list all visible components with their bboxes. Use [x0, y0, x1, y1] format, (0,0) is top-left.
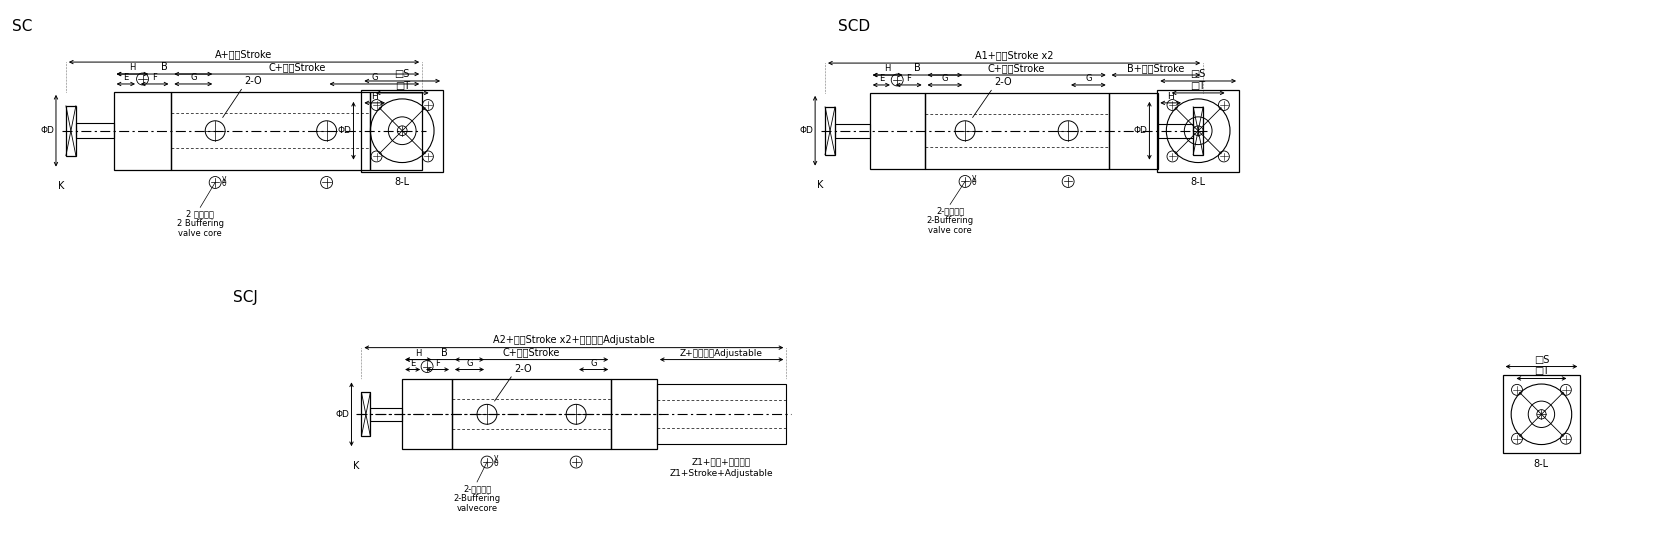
Text: F: F — [153, 73, 158, 82]
Text: K: K — [57, 182, 64, 191]
Text: ΦD: ΦD — [1134, 126, 1148, 135]
Text: ΦD: ΦD — [336, 410, 349, 419]
Text: valve core: valve core — [928, 226, 972, 235]
Text: SCD: SCD — [837, 19, 871, 34]
Bar — [65, 106, 76, 156]
Text: H: H — [884, 64, 891, 73]
Text: ΦD: ΦD — [40, 126, 54, 135]
Text: SCJ: SCJ — [233, 290, 258, 305]
Text: □S: □S — [1190, 69, 1206, 79]
Text: H: H — [1168, 92, 1175, 101]
Bar — [403, 379, 451, 449]
Text: G: G — [591, 359, 597, 367]
Bar — [1158, 124, 1193, 138]
Bar — [826, 107, 836, 155]
Text: 2-O: 2-O — [243, 76, 262, 86]
Bar — [1158, 90, 1238, 172]
Text: E: E — [409, 359, 414, 367]
Text: valvecore: valvecore — [456, 504, 498, 513]
Text: □S: □S — [394, 69, 409, 79]
Bar — [1109, 93, 1158, 168]
Bar — [361, 392, 371, 436]
Text: H: H — [129, 63, 136, 72]
Bar — [656, 384, 787, 444]
Bar — [76, 123, 114, 138]
Text: □T: □T — [1191, 81, 1206, 91]
Text: 2 Buffering: 2 Buffering — [176, 219, 223, 228]
Text: C+行程Stroke: C+行程Stroke — [503, 348, 560, 358]
Text: 2-缓冲阀芯: 2-缓冲阀芯 — [936, 206, 965, 216]
Bar — [1502, 376, 1581, 453]
Bar — [114, 92, 171, 169]
Text: SC: SC — [12, 19, 32, 34]
Text: 2-O: 2-O — [513, 364, 532, 373]
Text: B: B — [161, 62, 168, 72]
Text: C+行程Stroke: C+行程Stroke — [988, 63, 1045, 73]
Text: 2-O: 2-O — [993, 77, 1012, 87]
Bar — [1193, 107, 1203, 155]
Bar — [171, 92, 371, 169]
Text: A2+行程Stroke x2+可调行程Adjustable: A2+行程Stroke x2+可调行程Adjustable — [493, 334, 654, 345]
Text: H: H — [371, 92, 378, 101]
Text: y: y — [972, 173, 977, 182]
Text: 2-Buffering: 2-Buffering — [926, 216, 973, 225]
Text: 8-L: 8-L — [1534, 459, 1549, 469]
Text: 2-Buffering: 2-Buffering — [453, 494, 500, 503]
Text: B: B — [915, 63, 921, 73]
Text: B: B — [441, 348, 448, 358]
Text: 8-L: 8-L — [1191, 178, 1206, 188]
Text: 2-缓冲阀芯: 2-缓冲阀芯 — [463, 484, 492, 493]
Text: θ: θ — [972, 179, 977, 188]
Bar — [869, 93, 925, 168]
Text: valve core: valve core — [178, 229, 221, 238]
Text: K: K — [817, 180, 824, 190]
Bar — [361, 90, 443, 172]
Bar — [611, 379, 656, 449]
Text: H: H — [414, 349, 421, 358]
Text: B+行程Stroke: B+行程Stroke — [1128, 63, 1185, 73]
Text: 8-L: 8-L — [394, 178, 409, 188]
Text: A1+行程Stroke x2: A1+行程Stroke x2 — [975, 50, 1054, 60]
Text: 2 缓冲阀芯: 2 缓冲阀芯 — [186, 210, 215, 218]
Text: G: G — [941, 74, 948, 83]
Text: G: G — [1086, 74, 1092, 83]
Text: E: E — [122, 73, 129, 82]
Text: E: E — [879, 74, 884, 83]
Text: C+行程Stroke: C+行程Stroke — [268, 62, 326, 72]
Text: K: K — [354, 461, 359, 471]
Bar — [836, 124, 869, 138]
Text: y: y — [221, 173, 227, 183]
Text: A+行程Stroke: A+行程Stroke — [215, 49, 272, 59]
Text: □S: □S — [1534, 355, 1549, 365]
Text: ΦD: ΦD — [799, 126, 814, 135]
Text: G: G — [190, 73, 196, 82]
Text: G: G — [466, 359, 473, 367]
Text: G: G — [371, 73, 378, 82]
Bar — [371, 408, 403, 421]
Text: □T: □T — [394, 81, 409, 91]
Text: Z+可调行程Adjustable: Z+可调行程Adjustable — [680, 349, 763, 358]
Text: y: y — [493, 453, 498, 462]
Bar — [371, 92, 423, 169]
Text: Z1+Stroke+Adjustable: Z1+Stroke+Adjustable — [670, 469, 774, 478]
Text: ΦD: ΦD — [337, 126, 351, 135]
Text: F: F — [435, 359, 440, 367]
Text: □T: □T — [1534, 366, 1549, 377]
Bar — [925, 93, 1109, 168]
Text: F: F — [906, 74, 911, 83]
Text: θ: θ — [221, 179, 227, 189]
Bar — [451, 379, 611, 449]
Text: θ: θ — [493, 459, 498, 468]
Text: Z1+行程+可调行程: Z1+行程+可调行程 — [691, 457, 752, 466]
